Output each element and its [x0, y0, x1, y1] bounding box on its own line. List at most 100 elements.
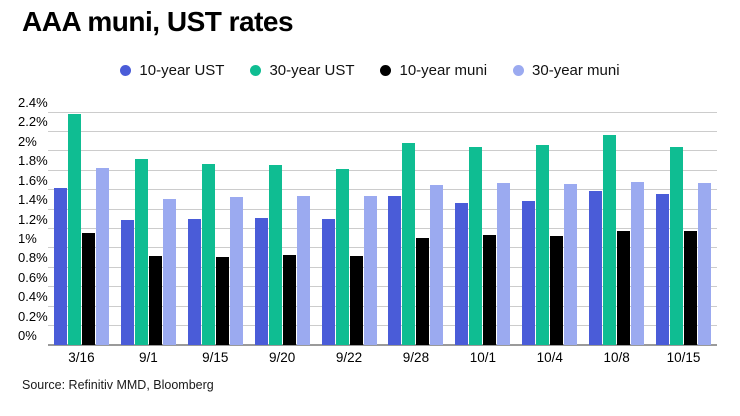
bar-group-10-4: [522, 145, 578, 345]
chart-title: AAA muni, UST rates: [22, 6, 294, 37]
bar-30-year-muni-9-1: [162, 199, 176, 345]
bar-10-year-ust-9-28: [388, 196, 402, 345]
x-tick-label-3-16: 3/16: [68, 350, 95, 365]
bar-10-year-ust-10-1: [455, 203, 469, 345]
legend-item-10-year-ust: 10-year UST: [120, 62, 224, 79]
gridline-0.6pct: [48, 286, 717, 288]
bar-10-year-muni-10-15: [684, 231, 698, 345]
x-tick-label-9-28: 9/28: [402, 350, 430, 365]
bar-30-year-muni-9-22: [363, 196, 377, 345]
gridline-1.4pct: [48, 208, 717, 210]
gridline-0.8pct: [48, 266, 717, 268]
bar-30-year-muni-10-1: [497, 182, 511, 345]
bar-30-year-ust-9-20: [268, 165, 282, 345]
bar-30-year-ust-9-1: [134, 158, 148, 345]
legend-dot-30-year-ust-icon: [250, 65, 262, 76]
gridline-1.6pct: [48, 189, 717, 191]
legend-item-10-year-muni: 10-year muni: [380, 62, 487, 79]
bar-group-10-8: [589, 135, 645, 345]
legend-label: 30-year UST: [269, 62, 355, 79]
y-tick-label: 1.6%: [18, 172, 48, 188]
bar-30-year-ust-9-22: [335, 169, 349, 345]
bar-10-year-ust-9-15: [187, 218, 201, 345]
gridline-2pct: [48, 150, 717, 152]
legend-label: 10-year UST: [139, 62, 225, 79]
source-note: Source: Refinitiv MMD, Bloomberg: [22, 378, 214, 392]
bar-30-year-ust-3-16: [67, 113, 81, 345]
y-tick-label: 0.2%: [18, 308, 48, 324]
y-tick-label: 1.4%: [18, 192, 48, 208]
bar-30-year-ust-9-28: [402, 143, 416, 345]
bar-10-year-muni-9-28: [416, 238, 430, 345]
legend-item-30-year-muni: 30-year muni: [513, 62, 620, 79]
bar-10-year-muni-9-1: [148, 255, 162, 345]
bar-30-year-ust-9-15: [201, 164, 215, 345]
bar-30-year-muni-3-16: [95, 168, 109, 345]
y-tick-label: 0%: [18, 328, 37, 343]
legend-dot-30-year-muni-icon: [513, 65, 525, 76]
bar-group-9-15: [187, 164, 243, 345]
chart-legend: 10-year UST 30-year UST 10-year muni 30-yea…: [0, 62, 740, 79]
legend-label: 10-year muni: [399, 62, 488, 79]
bar-30-year-ust-10-8: [603, 135, 617, 345]
bar-10-year-muni-9-15: [215, 256, 229, 345]
x-tick-label-9-15: 9/15: [202, 350, 229, 365]
y-tick-label: 2.2%: [18, 114, 48, 130]
bar-10-year-ust-10-4: [522, 201, 536, 345]
x-tick-label-10-15: 10/15: [666, 350, 701, 365]
y-tick-label: 0.6%: [18, 269, 48, 285]
gridline-2.4pct: [48, 111, 717, 113]
x-axis-line: [48, 344, 717, 346]
bar-30-year-muni-9-15: [229, 197, 243, 345]
bar-30-year-muni-10-15: [698, 182, 712, 345]
bar-10-year-ust-9-20: [254, 217, 268, 345]
bar-group-10-1: [455, 146, 511, 345]
bar-10-year-muni-10-1: [483, 235, 497, 345]
plot-area: [48, 111, 717, 346]
bar-30-year-muni-10-8: [631, 181, 645, 345]
bar-30-year-ust-10-15: [670, 146, 684, 345]
bar-30-year-muni-9-28: [430, 184, 444, 345]
bar-10-year-muni-3-16: [81, 233, 95, 345]
bar-group-3-16: [53, 113, 109, 345]
bar-30-year-ust-10-1: [469, 146, 483, 345]
bar-10-year-muni-10-4: [550, 236, 564, 345]
legend-label: 30-year muni: [532, 62, 620, 79]
y-tick-label: 1.8%: [18, 153, 48, 169]
x-tick-label-9-22: 9/22: [335, 350, 363, 365]
bar-group-9-20: [254, 165, 310, 345]
bar-10-year-ust-9-1: [120, 219, 134, 345]
gridline-0.2pct: [48, 325, 717, 327]
gridline-1pct: [48, 247, 717, 249]
gridline-0.4pct: [48, 305, 717, 307]
x-tick-label-10-8: 10/8: [603, 350, 630, 365]
x-tick-label-9-1: 9/1: [138, 350, 158, 365]
bar-10-year-ust-10-8: [589, 190, 603, 345]
legend-item-30-year-ust: 30-year UST: [250, 62, 354, 79]
bar-group-10-15: [656, 146, 712, 345]
bar-10-year-muni-9-20: [282, 254, 296, 345]
bar-10-year-muni-9-22: [349, 255, 363, 345]
bar-10-year-ust-10-15: [656, 193, 670, 345]
x-tick-label-10-4: 10/4: [536, 350, 563, 365]
y-tick-label: 2%: [18, 133, 37, 149]
bar-group-9-22: [321, 169, 377, 345]
bar-30-year-ust-10-4: [536, 145, 550, 345]
gridline-1.2pct: [48, 228, 717, 229]
y-tick-label: 1.2%: [18, 211, 48, 227]
x-tick-label-10-1: 10/1: [469, 350, 496, 365]
bar-group-9-28: [388, 143, 444, 345]
y-tick-label: 2.4%: [18, 95, 48, 110]
gridline-2.2pct: [48, 130, 717, 132]
x-tick-label-9-20: 9/20: [269, 350, 296, 365]
bar-group-9-1: [120, 158, 176, 345]
gridline-1.8pct: [48, 169, 717, 171]
bar-10-year-ust-3-16: [53, 187, 67, 345]
y-tick-label: 0.8%: [18, 250, 48, 266]
legend-dot-10-year-muni-icon: [380, 65, 392, 76]
y-tick-label: 1%: [18, 230, 37, 246]
bar-30-year-muni-9-20: [296, 196, 310, 345]
y-tick-label: 0.4%: [18, 289, 48, 305]
bar-10-year-ust-9-22: [321, 218, 335, 345]
